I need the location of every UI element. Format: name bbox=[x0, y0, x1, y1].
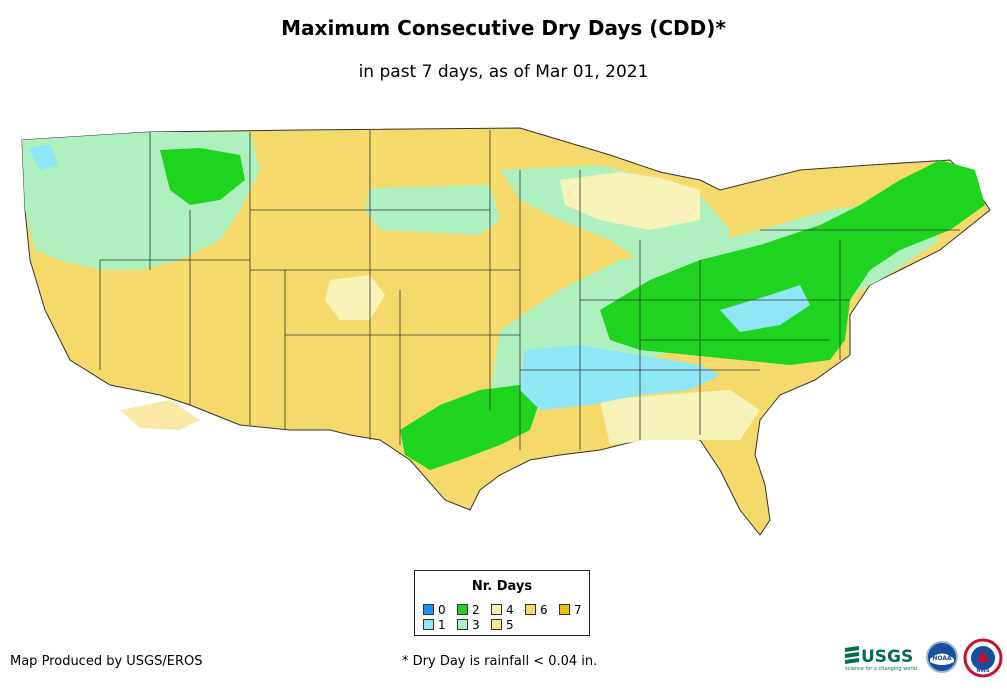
region-2days-texas bbox=[400, 385, 540, 470]
legend-label: 5 bbox=[506, 618, 514, 632]
map-credit: Map Produced by USGS/EROS bbox=[10, 654, 203, 669]
legend-label: 1 bbox=[438, 618, 446, 632]
usgs-logo-text: USGS bbox=[861, 647, 913, 667]
usgs-logo-tagline: science for a changing world bbox=[845, 666, 917, 672]
region-4days-north bbox=[560, 172, 700, 230]
legend-swatch bbox=[457, 604, 468, 615]
legend-label: 4 bbox=[506, 603, 514, 617]
usgs-wave-icon bbox=[845, 646, 859, 664]
nws-logo: NWS bbox=[963, 638, 1003, 678]
legend-label: 6 bbox=[540, 603, 548, 617]
legend-swatch bbox=[491, 619, 502, 630]
legend: Nr. Days 0 1 2 3 4 5 6 7 bbox=[414, 570, 590, 636]
region-2days-east bbox=[600, 160, 985, 365]
legend-label: 3 bbox=[472, 618, 480, 632]
region-4days-south bbox=[600, 390, 760, 445]
legend-label: 7 bbox=[574, 603, 582, 617]
cdd-map bbox=[21, 127, 991, 536]
region-1day-washington bbox=[28, 144, 58, 170]
legend-title: Nr. Days bbox=[471, 579, 533, 594]
nws-logo-text: NWS bbox=[976, 668, 990, 674]
legend-swatch bbox=[423, 619, 434, 630]
map-title: Maximum Consecutive Dry Days (CDD)* bbox=[281, 16, 726, 40]
noaa-logo-text: NOAA bbox=[932, 655, 952, 662]
region-1day-kentucky bbox=[720, 285, 810, 332]
region-7days bbox=[120, 400, 200, 430]
legend-swatch bbox=[559, 604, 570, 615]
usgs-logo: USGS science for a changing world bbox=[845, 646, 917, 672]
noaa-logo: NOAA bbox=[926, 641, 958, 673]
map-subtitle: in past 7 days, as of Mar 01, 2021 bbox=[358, 62, 649, 82]
state-boundaries bbox=[99, 130, 960, 450]
legend-label: 2 bbox=[472, 603, 480, 617]
legend-swatch bbox=[525, 604, 536, 615]
legend-swatch bbox=[491, 604, 502, 615]
legend-swatch bbox=[423, 604, 434, 615]
region-1day-south bbox=[520, 345, 720, 410]
dry-day-footnote: * Dry Day is rainfall < 0.04 in. bbox=[402, 654, 598, 669]
legend-swatch bbox=[457, 619, 468, 630]
region-2days-idaho bbox=[160, 148, 245, 205]
legend-label: 0 bbox=[438, 603, 446, 617]
